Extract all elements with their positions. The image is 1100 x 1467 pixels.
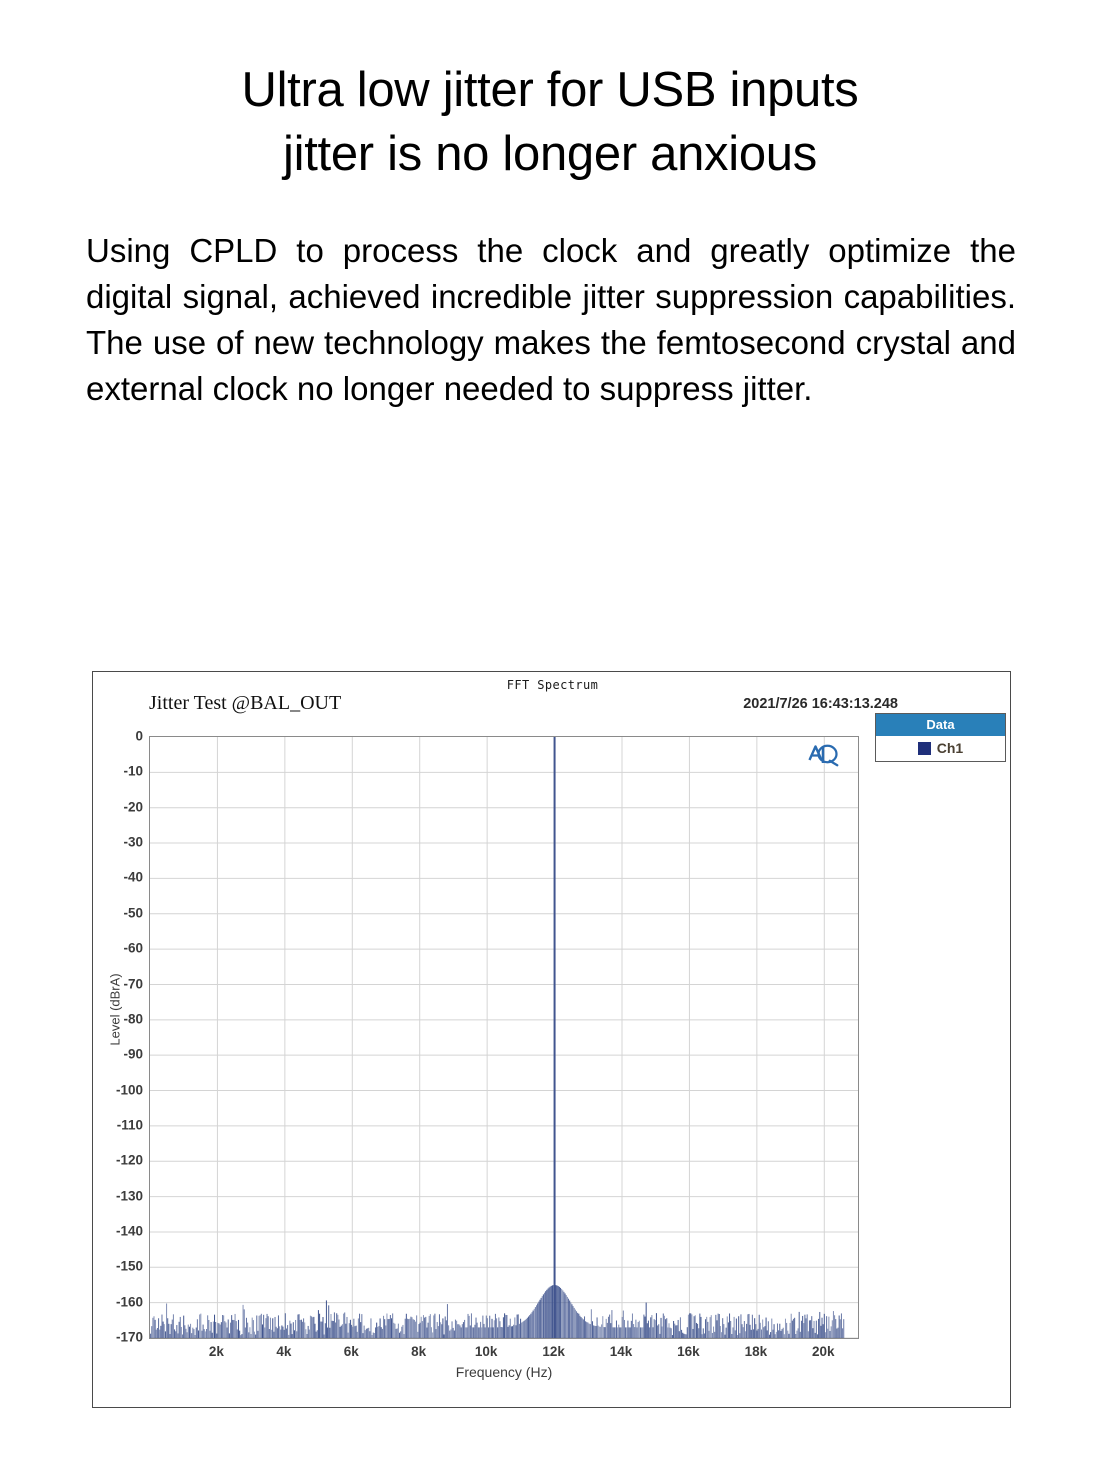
y-tick-label: -70 xyxy=(123,976,143,991)
ap-logo-icon xyxy=(808,744,839,767)
x-tick-label: 18k xyxy=(744,1344,768,1359)
y-tick-label: -30 xyxy=(123,834,143,850)
body-paragraph: Using CPLD to process the clock and grea… xyxy=(86,232,1016,407)
x-tick-label: 10k xyxy=(474,1344,498,1359)
y-tick-label: 0 xyxy=(135,728,143,744)
x-tick-label: 16k xyxy=(677,1344,700,1359)
x-axis-title: Frequency (Hz) xyxy=(455,1364,553,1380)
y-tick-label: -130 xyxy=(115,1188,143,1204)
y-tick-label: -20 xyxy=(123,799,143,815)
spectrum-trace xyxy=(150,737,845,1338)
chart-window-title: FFT Spectrum xyxy=(506,678,599,692)
x-tick-label: 12k xyxy=(542,1344,565,1359)
x-axis-tick-labels: 2k 4k 6k 8k 10k 12k 14k 16k 18k 20k xyxy=(149,1344,859,1364)
legend: Data Ch1 xyxy=(875,713,1006,762)
y-tick-label: -100 xyxy=(115,1082,143,1097)
y-axis-tick-labels: 0 -10 -20 -30 -40 -50 -60 -70 -80 -90 -100 -110 -120… xyxy=(93,729,143,1345)
x-tick-label: 6k xyxy=(343,1344,359,1359)
x-tick-label: 14k xyxy=(609,1344,633,1359)
x-tick-label: 4k xyxy=(276,1344,292,1359)
page-title-line-1: Ultra low jitter for USB inputs xyxy=(241,63,859,117)
y-tick-label: -120 xyxy=(115,1152,143,1168)
legend-entry: Ch1 xyxy=(876,736,1005,761)
y-tick-label: -60 xyxy=(123,940,143,956)
y-tick-label: -160 xyxy=(115,1294,143,1310)
y-tick-label: -80 xyxy=(123,1011,143,1027)
y-tick-label: -50 xyxy=(123,905,143,921)
x-tick-label: 2k xyxy=(208,1344,224,1359)
y-tick-label: -90 xyxy=(123,1046,143,1062)
plot-area xyxy=(149,736,859,1339)
fft-spectrum-chart: FFT Spectrum Jitter Test @BAL_OUT 2021/7… xyxy=(92,671,1011,1408)
spectrum-trace-svg xyxy=(150,737,858,1338)
page-title-line-2: jitter is no longer anxious xyxy=(283,127,817,181)
legend-color-swatch xyxy=(917,741,931,755)
y-tick-label: -110 xyxy=(116,1117,143,1133)
y-tick-label: -170 xyxy=(115,1329,143,1345)
x-tick-label: 8k xyxy=(411,1344,427,1359)
y-tick-label: -150 xyxy=(115,1258,143,1274)
y-tick-label: -140 xyxy=(115,1223,143,1239)
legend-header: Data xyxy=(876,714,1005,736)
page-title: Ultra low jitter for USB inputs jitter i… xyxy=(0,58,1100,186)
x-tick-label: 20k xyxy=(812,1344,835,1359)
chart-timestamp: 2021/7/26 16:43:13.248 xyxy=(743,696,898,712)
legend-entry-label: Ch1 xyxy=(936,740,964,756)
y-tick-label: -10 xyxy=(123,763,143,779)
grid-lines xyxy=(150,737,858,1338)
y-tick-label: -40 xyxy=(123,869,143,885)
chart-subtitle: Jitter Test @BAL_OUT xyxy=(149,692,342,714)
